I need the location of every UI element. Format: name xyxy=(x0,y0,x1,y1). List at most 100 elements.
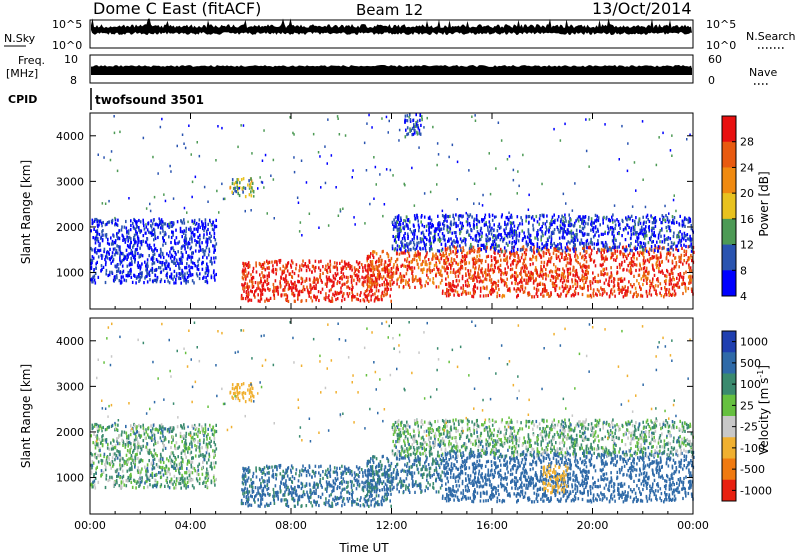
data-cell xyxy=(503,258,505,262)
data-cell xyxy=(477,271,479,275)
data-cell xyxy=(615,238,617,242)
data-cell xyxy=(565,202,567,205)
data-cell xyxy=(596,242,599,246)
data-cell xyxy=(119,130,121,134)
data-cell xyxy=(198,241,201,245)
data-cell xyxy=(528,214,531,219)
data-cell xyxy=(645,289,648,294)
freq-left-label-2: [MHz] xyxy=(6,67,38,80)
data-cell xyxy=(497,121,500,124)
data-cell xyxy=(386,267,388,271)
data-cell xyxy=(111,218,114,222)
data-cell xyxy=(504,249,506,253)
data-cell xyxy=(274,267,277,272)
data-cell xyxy=(487,266,490,270)
data-cell xyxy=(664,288,667,292)
data-cell xyxy=(500,250,503,254)
data-cell xyxy=(311,264,314,268)
data-cell xyxy=(642,274,644,278)
data-cell xyxy=(125,226,128,230)
data-cell xyxy=(121,233,124,237)
data-cell xyxy=(476,218,479,222)
data-cell xyxy=(640,231,642,235)
data-cell xyxy=(542,214,545,218)
data-cell xyxy=(500,236,503,240)
data-cell xyxy=(574,252,577,256)
data-cell xyxy=(214,278,216,282)
data-cell xyxy=(410,230,413,234)
data-cell xyxy=(454,246,457,251)
data-cell xyxy=(158,253,160,257)
data-cell xyxy=(648,252,651,257)
data-cell xyxy=(133,238,135,242)
data-cell xyxy=(287,262,289,266)
data-cell xyxy=(320,278,322,283)
data-cell xyxy=(421,262,423,266)
data-cell xyxy=(260,293,262,297)
data-cell xyxy=(280,284,282,288)
data-cell xyxy=(94,241,97,245)
data-cell xyxy=(408,220,411,224)
data-cell xyxy=(537,288,540,292)
data-cell xyxy=(530,216,533,220)
data-cell xyxy=(642,234,645,238)
data-cell xyxy=(506,158,509,161)
data-cell xyxy=(605,255,607,259)
data-cell xyxy=(688,268,691,273)
data-cell xyxy=(564,283,567,287)
data-cell xyxy=(384,270,386,274)
data-cell xyxy=(191,240,193,244)
data-cell xyxy=(632,260,635,264)
data-cell xyxy=(210,276,213,280)
data-cell xyxy=(99,236,102,240)
data-cell xyxy=(516,192,518,195)
data-cell xyxy=(243,263,246,267)
data-cell xyxy=(541,242,543,246)
data-cell xyxy=(485,220,487,224)
data-cell xyxy=(389,283,392,287)
data-cell xyxy=(177,250,179,254)
data-cell xyxy=(311,270,313,274)
data-cell xyxy=(678,238,681,242)
data-cell xyxy=(137,265,140,269)
data-cell xyxy=(505,281,508,286)
data-cell xyxy=(582,254,584,258)
data-cell xyxy=(612,227,615,232)
data-cell xyxy=(438,224,440,229)
data-cell xyxy=(439,222,441,227)
data-cell xyxy=(671,154,673,157)
data-cell xyxy=(134,274,136,278)
data-cell xyxy=(261,266,264,270)
data-cell xyxy=(351,268,353,272)
data-cell xyxy=(587,246,590,250)
data-cell xyxy=(413,123,415,127)
data-cell xyxy=(646,213,649,217)
data-cell xyxy=(478,202,480,205)
data-cell xyxy=(387,131,389,134)
data-cell xyxy=(493,247,496,251)
data-cell xyxy=(584,270,587,274)
data-cell xyxy=(616,231,619,235)
data-cell xyxy=(567,289,570,294)
data-cell xyxy=(506,255,508,259)
data-cell xyxy=(422,247,424,251)
data-cell xyxy=(540,274,543,278)
data-cell xyxy=(172,246,174,250)
data-cell xyxy=(130,237,132,241)
data-cell xyxy=(338,291,341,295)
data-cell xyxy=(668,226,670,230)
data-cell xyxy=(297,201,300,204)
data-cell xyxy=(322,271,324,275)
data-cell xyxy=(549,278,552,282)
data-cell xyxy=(405,128,407,132)
data-cell xyxy=(409,127,411,131)
data-cell xyxy=(682,291,684,296)
data-cell xyxy=(638,268,641,272)
data-cell xyxy=(272,264,274,268)
data-cell xyxy=(139,271,142,276)
data-cell xyxy=(346,292,349,296)
data-cell xyxy=(561,235,564,239)
data-cell xyxy=(301,280,304,284)
data-cell xyxy=(542,254,545,258)
data-cell xyxy=(451,143,454,147)
